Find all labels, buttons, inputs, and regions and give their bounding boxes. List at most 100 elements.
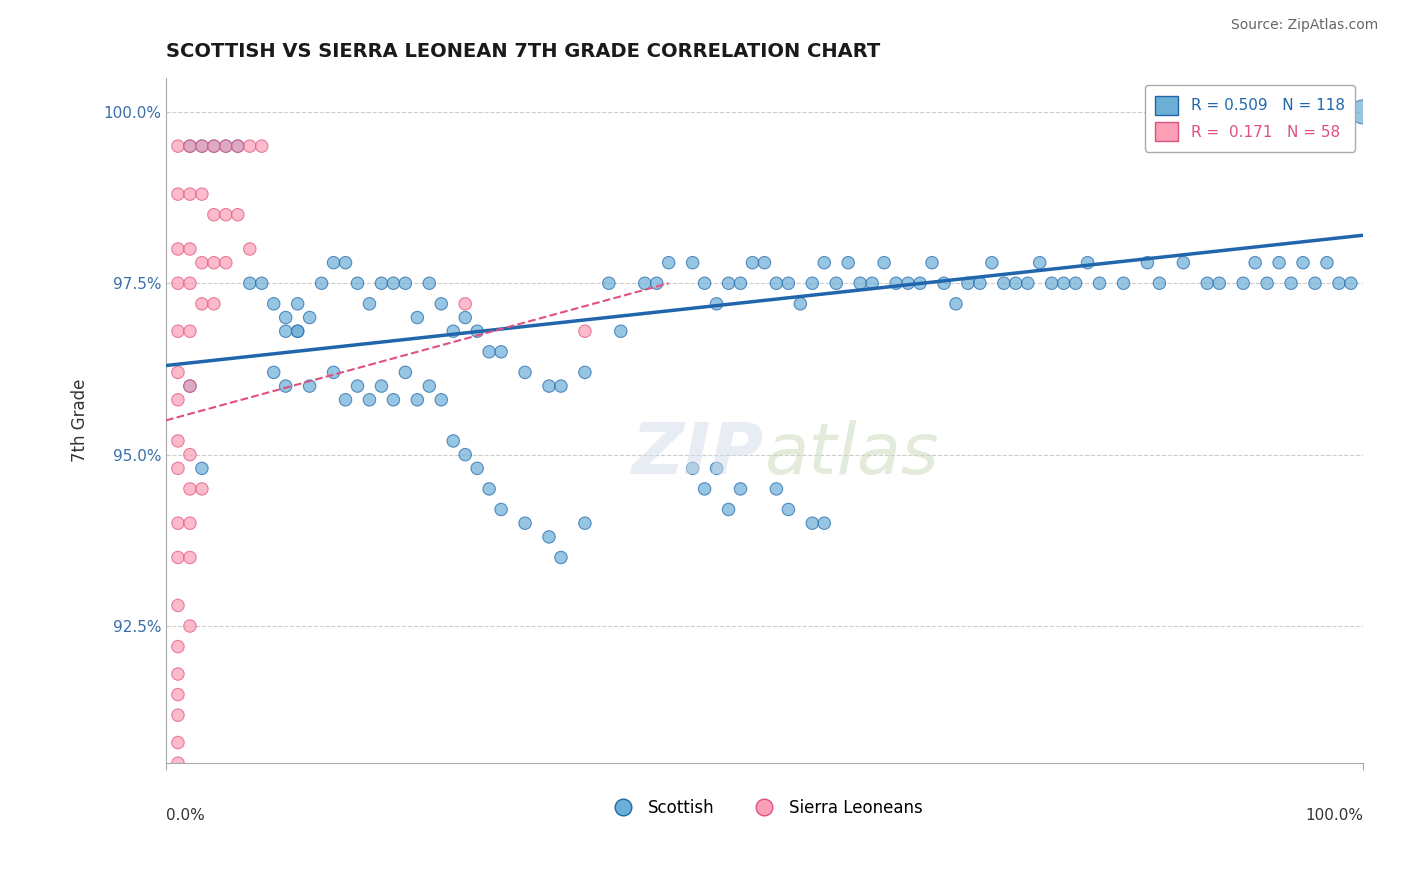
Point (322, 365, 344, 379)
Point (167, 365, 190, 379)
Point (693, 277, 716, 291)
Point (179, 277, 201, 291)
Point (167, 599, 190, 613)
Point (574, 324, 596, 338)
Point (179, 324, 201, 338)
Point (191, 139, 214, 153)
Point (778, 277, 800, 291)
Point (478, 482, 501, 496)
Point (1028, 255, 1050, 269)
Text: SCOTTISH VS SIERRA LEONEAN 7TH GRADE CORRELATION CHART: SCOTTISH VS SIERRA LEONEAN 7TH GRADE COR… (166, 42, 880, 61)
Point (825, 277, 848, 291)
Point (897, 277, 920, 291)
Point (167, 324, 190, 338)
Point (394, 365, 416, 379)
Y-axis label: 7th Grade: 7th Grade (72, 379, 89, 462)
Point (921, 255, 943, 269)
Point (418, 277, 440, 291)
Point (956, 277, 979, 291)
Point (1173, 255, 1195, 269)
Point (191, 482, 214, 496)
Point (179, 139, 201, 153)
Point (1112, 277, 1135, 291)
Point (263, 365, 285, 379)
Point (884, 277, 907, 291)
Point (1244, 255, 1267, 269)
Point (1197, 277, 1219, 291)
Point (1340, 277, 1362, 291)
Point (239, 277, 262, 291)
Point (465, 461, 488, 475)
Point (191, 139, 214, 153)
Point (370, 379, 392, 393)
Point (860, 277, 883, 291)
Point (1279, 277, 1302, 291)
Point (550, 550, 572, 565)
Point (250, 277, 273, 291)
Point (945, 297, 967, 311)
Point (717, 502, 740, 516)
Point (1088, 277, 1111, 291)
Point (406, 392, 429, 407)
Point (1256, 277, 1278, 291)
Point (239, 242, 262, 256)
Point (574, 365, 596, 379)
Point (454, 297, 477, 311)
Point (645, 277, 668, 291)
Point (730, 277, 752, 291)
Point (754, 255, 776, 269)
Point (1053, 277, 1076, 291)
Point (1149, 277, 1171, 291)
Point (441, 324, 464, 338)
Point (179, 448, 201, 462)
Point (167, 667, 190, 681)
Point (789, 297, 811, 311)
Point (167, 777, 190, 791)
Point (287, 324, 309, 338)
Point (167, 434, 190, 448)
Point (370, 277, 392, 291)
Text: atlas: atlas (765, 420, 939, 489)
Point (765, 277, 787, 291)
Point (550, 379, 572, 393)
Point (873, 255, 896, 269)
Point (441, 434, 464, 448)
Point (202, 139, 225, 153)
Point (215, 139, 238, 153)
Point (1208, 277, 1230, 291)
Text: 0.0%: 0.0% (166, 807, 205, 822)
Legend: Scottish, Sierra Leoneans: Scottish, Sierra Leoneans (599, 792, 929, 823)
Text: 100.0%: 100.0% (1305, 807, 1362, 822)
Point (250, 139, 273, 153)
Point (215, 139, 238, 153)
Point (167, 277, 190, 291)
Point (167, 550, 190, 565)
Point (359, 297, 381, 311)
Point (1064, 277, 1087, 291)
Point (167, 735, 190, 749)
Point (706, 461, 728, 475)
Point (215, 255, 238, 269)
Point (274, 310, 297, 325)
Point (778, 502, 800, 516)
Point (298, 379, 321, 393)
Point (1040, 277, 1063, 291)
Point (167, 640, 190, 654)
Point (167, 708, 190, 723)
Point (335, 392, 357, 407)
Point (634, 277, 657, 291)
Point (1004, 277, 1026, 291)
Point (730, 482, 752, 496)
Point (191, 187, 214, 202)
Point (167, 872, 190, 887)
Point (849, 277, 872, 291)
Point (179, 139, 201, 153)
Point (382, 392, 405, 407)
Point (179, 516, 201, 531)
Point (311, 277, 333, 291)
Point (513, 365, 536, 379)
Point (335, 255, 357, 269)
Point (167, 392, 190, 407)
Point (574, 516, 596, 531)
Point (741, 255, 763, 269)
